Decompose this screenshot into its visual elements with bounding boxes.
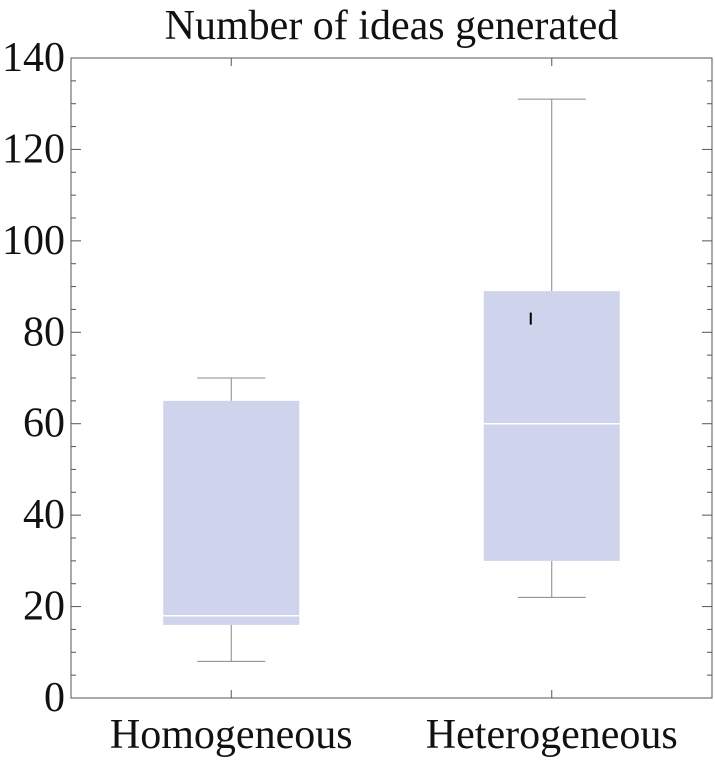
y-tick-label: 140 xyxy=(2,35,65,81)
box-heterogeneous xyxy=(483,291,620,561)
box-homogeneous xyxy=(163,400,300,625)
y-tick-label: 100 xyxy=(2,218,65,264)
y-tick-label: 20 xyxy=(23,584,65,630)
y-tick-label: 120 xyxy=(2,126,65,172)
x-category-label: Homogeneous xyxy=(110,712,353,758)
y-tick-label: 80 xyxy=(23,309,65,355)
y-tick-label: 60 xyxy=(23,401,65,447)
y-tick-label: 0 xyxy=(44,675,65,721)
x-category-label: Heterogeneous xyxy=(426,712,678,758)
y-tick-label: 40 xyxy=(23,492,65,538)
chart-title: Number of ideas generated xyxy=(164,3,619,49)
